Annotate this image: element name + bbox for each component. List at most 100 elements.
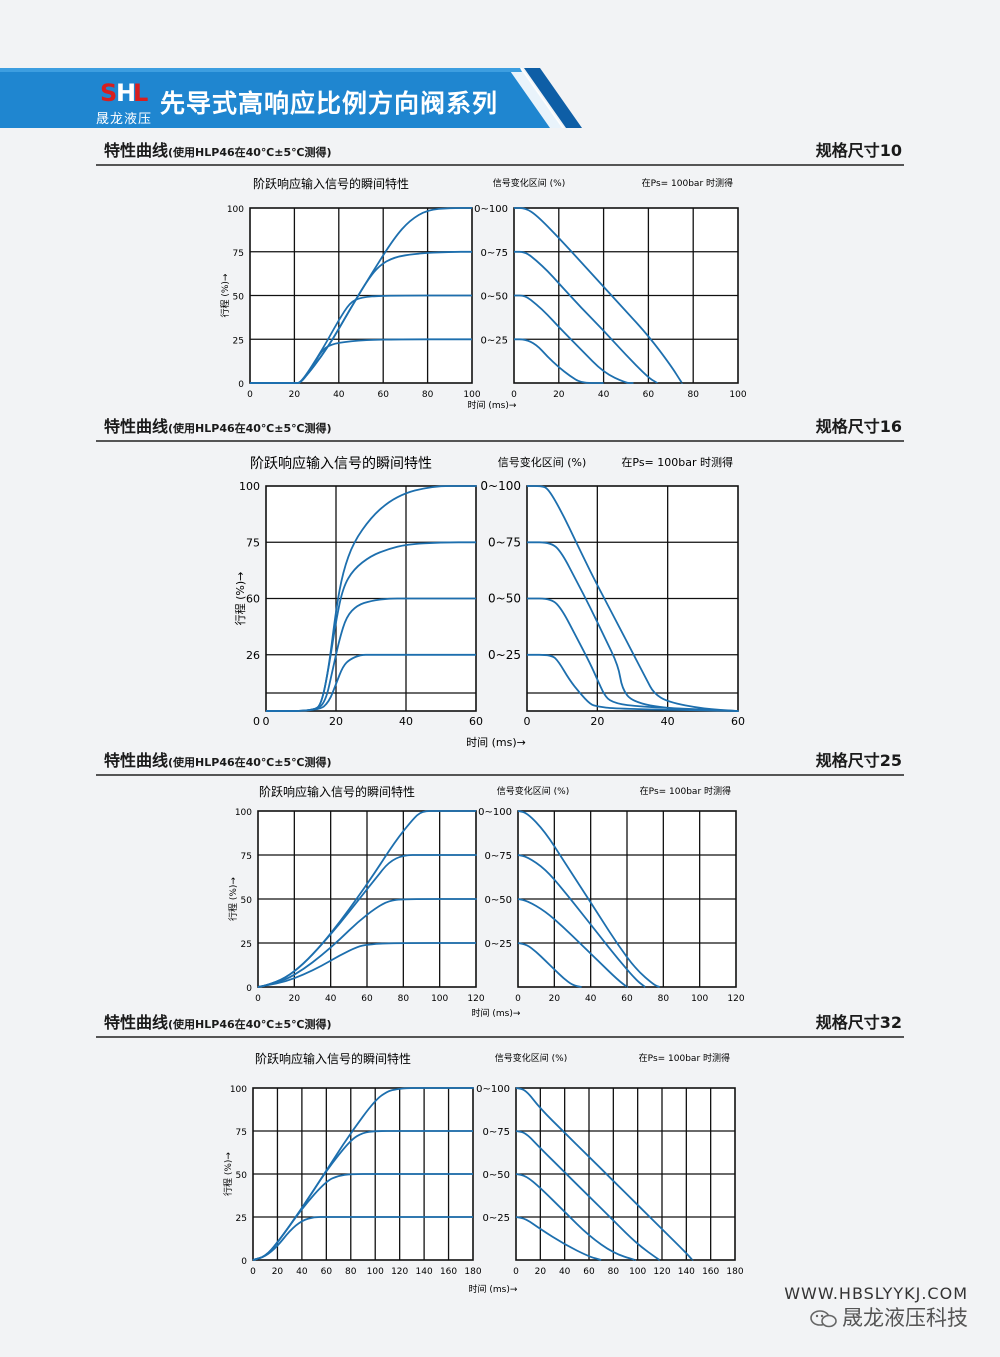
left-x-tick-label: 120 [391,1267,408,1277]
left-y-tick-label: 26 [246,649,260,662]
left-x-tick-label: 60 [469,715,483,728]
left-y-tick-label: 50 [236,1171,248,1181]
right-x-tick-label: 40 [559,1267,571,1277]
y-axis-label: 行程 (%)→ [222,1152,234,1196]
step-up-curve [257,942,476,988]
section-condition: (使用HLP46在40℃±5℃测得) [168,1018,332,1031]
svg-text:S: S [100,79,117,107]
right-x-tick-label: 20 [549,994,561,1004]
right-x-tick-label: 100 [691,994,708,1004]
section-title: 特性曲线 [104,141,169,160]
section-header-32: 特性曲线(使用HLP46在40℃±5℃测得) 规格尺寸32 [96,1013,904,1038]
left-x-tick-label: 160 [440,1267,457,1277]
signal-range-label: 0~50 [481,292,508,303]
right-x-tick-label: 0 [513,1267,519,1277]
step-up-curve [252,1216,473,1261]
right-x-tick-label: 80 [687,390,699,400]
brand-name: 晟龙液压 [96,112,153,127]
right-x-tick-label: 80 [608,1267,620,1277]
section-condition: (使用HLP46在40℃±5℃测得) [168,422,332,435]
left-x-tick-label: 60 [321,1267,333,1277]
right-x-tick-label: 180 [726,1267,743,1277]
left-x-tick-label: 140 [416,1267,433,1277]
signal-range-title: 信号变化区间 (%) [493,177,565,189]
left-y-tick-label: 60 [246,593,260,606]
left-y-tick-label: 100 [239,480,260,493]
right-x-tick-label: 100 [729,390,746,400]
company-logo: S H L [98,76,148,107]
step-down-curve [527,541,739,712]
step-up-curve [265,653,476,712]
x-axis-label: 时间 (ms)→ [468,399,517,411]
signal-range-label: 0~75 [488,535,521,549]
footer-wechat-name: 晟龙液压科技 [842,1306,968,1330]
left-x-tick-label: 20 [289,994,301,1004]
left-x-tick-label: 180 [464,1267,481,1277]
header-banner: S H L [0,68,582,128]
page-title: 先导式高响应比例方向阀系列 [160,89,499,118]
section-header-10: 特性曲线(使用HLP46在40℃±5℃测得) 规格尺寸10 [96,141,904,166]
signal-range-label: 0~100 [476,1084,510,1095]
step-down-curve [515,1216,602,1261]
step-down-curve [517,942,582,988]
chart-title: 阶跃响应输入信号的瞬间特性 [259,784,415,799]
left-x-tick-label: 40 [296,1267,308,1277]
left-x-tick-label: 100 [431,994,448,1004]
y-axis-label: 行程 (%)→ [227,877,239,921]
right-x-tick-label: 60 [583,1267,595,1277]
left-x-tick-label: 80 [398,994,410,1004]
step-down-curve [517,898,628,988]
signal-range-title: 信号变化区间 (%) [497,785,569,797]
left-y-tick-label: 50 [233,293,245,303]
section-title: 特性曲线 [104,751,169,770]
right-x-tick-label: 40 [585,994,597,1004]
section-condition: (使用HLP46在40℃±5℃测得) [168,146,332,159]
step-down-curve [526,485,739,712]
left-y-tick-label: 100 [235,808,252,818]
x-axis-label: 时间 (ms)→ [469,1283,518,1295]
left-x-tick-label: 0 [255,994,261,1004]
step-down-curve [527,597,739,712]
signal-range-label: 0~50 [483,1170,510,1181]
left-y-tick-label: 75 [236,1128,247,1138]
signal-range-label: 0~25 [485,939,512,950]
y-axis-label: 行程 (%)→ [219,273,231,317]
left-y-tick-label: 100 [227,205,244,215]
right-x-tick-label: 40 [661,715,675,728]
chart-size-32: 阶跃响应输入信号的瞬间特性 信号变化区间 (%) 在Ps= 100bar 时测得 0 2… [222,1051,744,1295]
left-x-tick-label: 100 [463,390,480,400]
step-up-curve [265,597,476,712]
wechat-icon [810,1310,837,1328]
chart-size-16: 阶跃响应输入信号的瞬间特性 信号变化区间 (%) 在Ps= 100bar 时测得 0 2… [234,455,745,749]
left-x-tick-label: 20 [329,715,343,728]
right-x-tick-label: 0 [524,715,531,728]
step-down-curve [514,338,604,384]
right-x-tick-label: 0 [515,994,521,1004]
pressure-note: 在Ps= 100bar 时测得 [639,1052,730,1064]
section-size: 规格尺寸10 [815,141,902,160]
left-y-tick-label: 25 [241,940,252,950]
step-down-curve [527,653,739,712]
section-size: 规格尺寸32 [815,1013,902,1032]
left-x-tick-label: 80 [345,1267,357,1277]
step-down-curve [517,854,646,988]
section-condition: (使用HLP46在40℃±5℃测得) [168,756,332,769]
section-size: 规格尺寸16 [815,417,902,436]
signal-range-label: 0~50 [488,592,521,606]
chart-size-10: 阶跃响应输入信号的瞬间特性 信号变化区间 (%) 在Ps= 100bar 时测得 0 2… [219,176,747,411]
right-x-tick-label: 60 [643,390,655,400]
signal-range-title: 信号变化区间 (%) [495,1052,567,1064]
left-y-tick-label: 0 [238,380,244,390]
section-title: 特性曲线 [104,1013,169,1032]
left-x-tick-label: 40 [333,390,345,400]
signal-range-label: 0~75 [483,1127,510,1138]
section-size: 规格尺寸25 [815,751,902,770]
right-x-tick-label: 20 [535,1267,547,1277]
left-y-tick-label: 0 [246,984,252,994]
footer-url[interactable]: WWW.HBSLYYKJ.COM [784,1284,968,1303]
signal-range-label: 0~25 [481,335,508,346]
signal-range-title: 信号变化区间 (%) [498,455,587,469]
left-y-tick-label: 50 [241,896,253,906]
signal-range-label: 0~75 [481,248,508,259]
right-x-tick-label: 20 [553,390,565,400]
